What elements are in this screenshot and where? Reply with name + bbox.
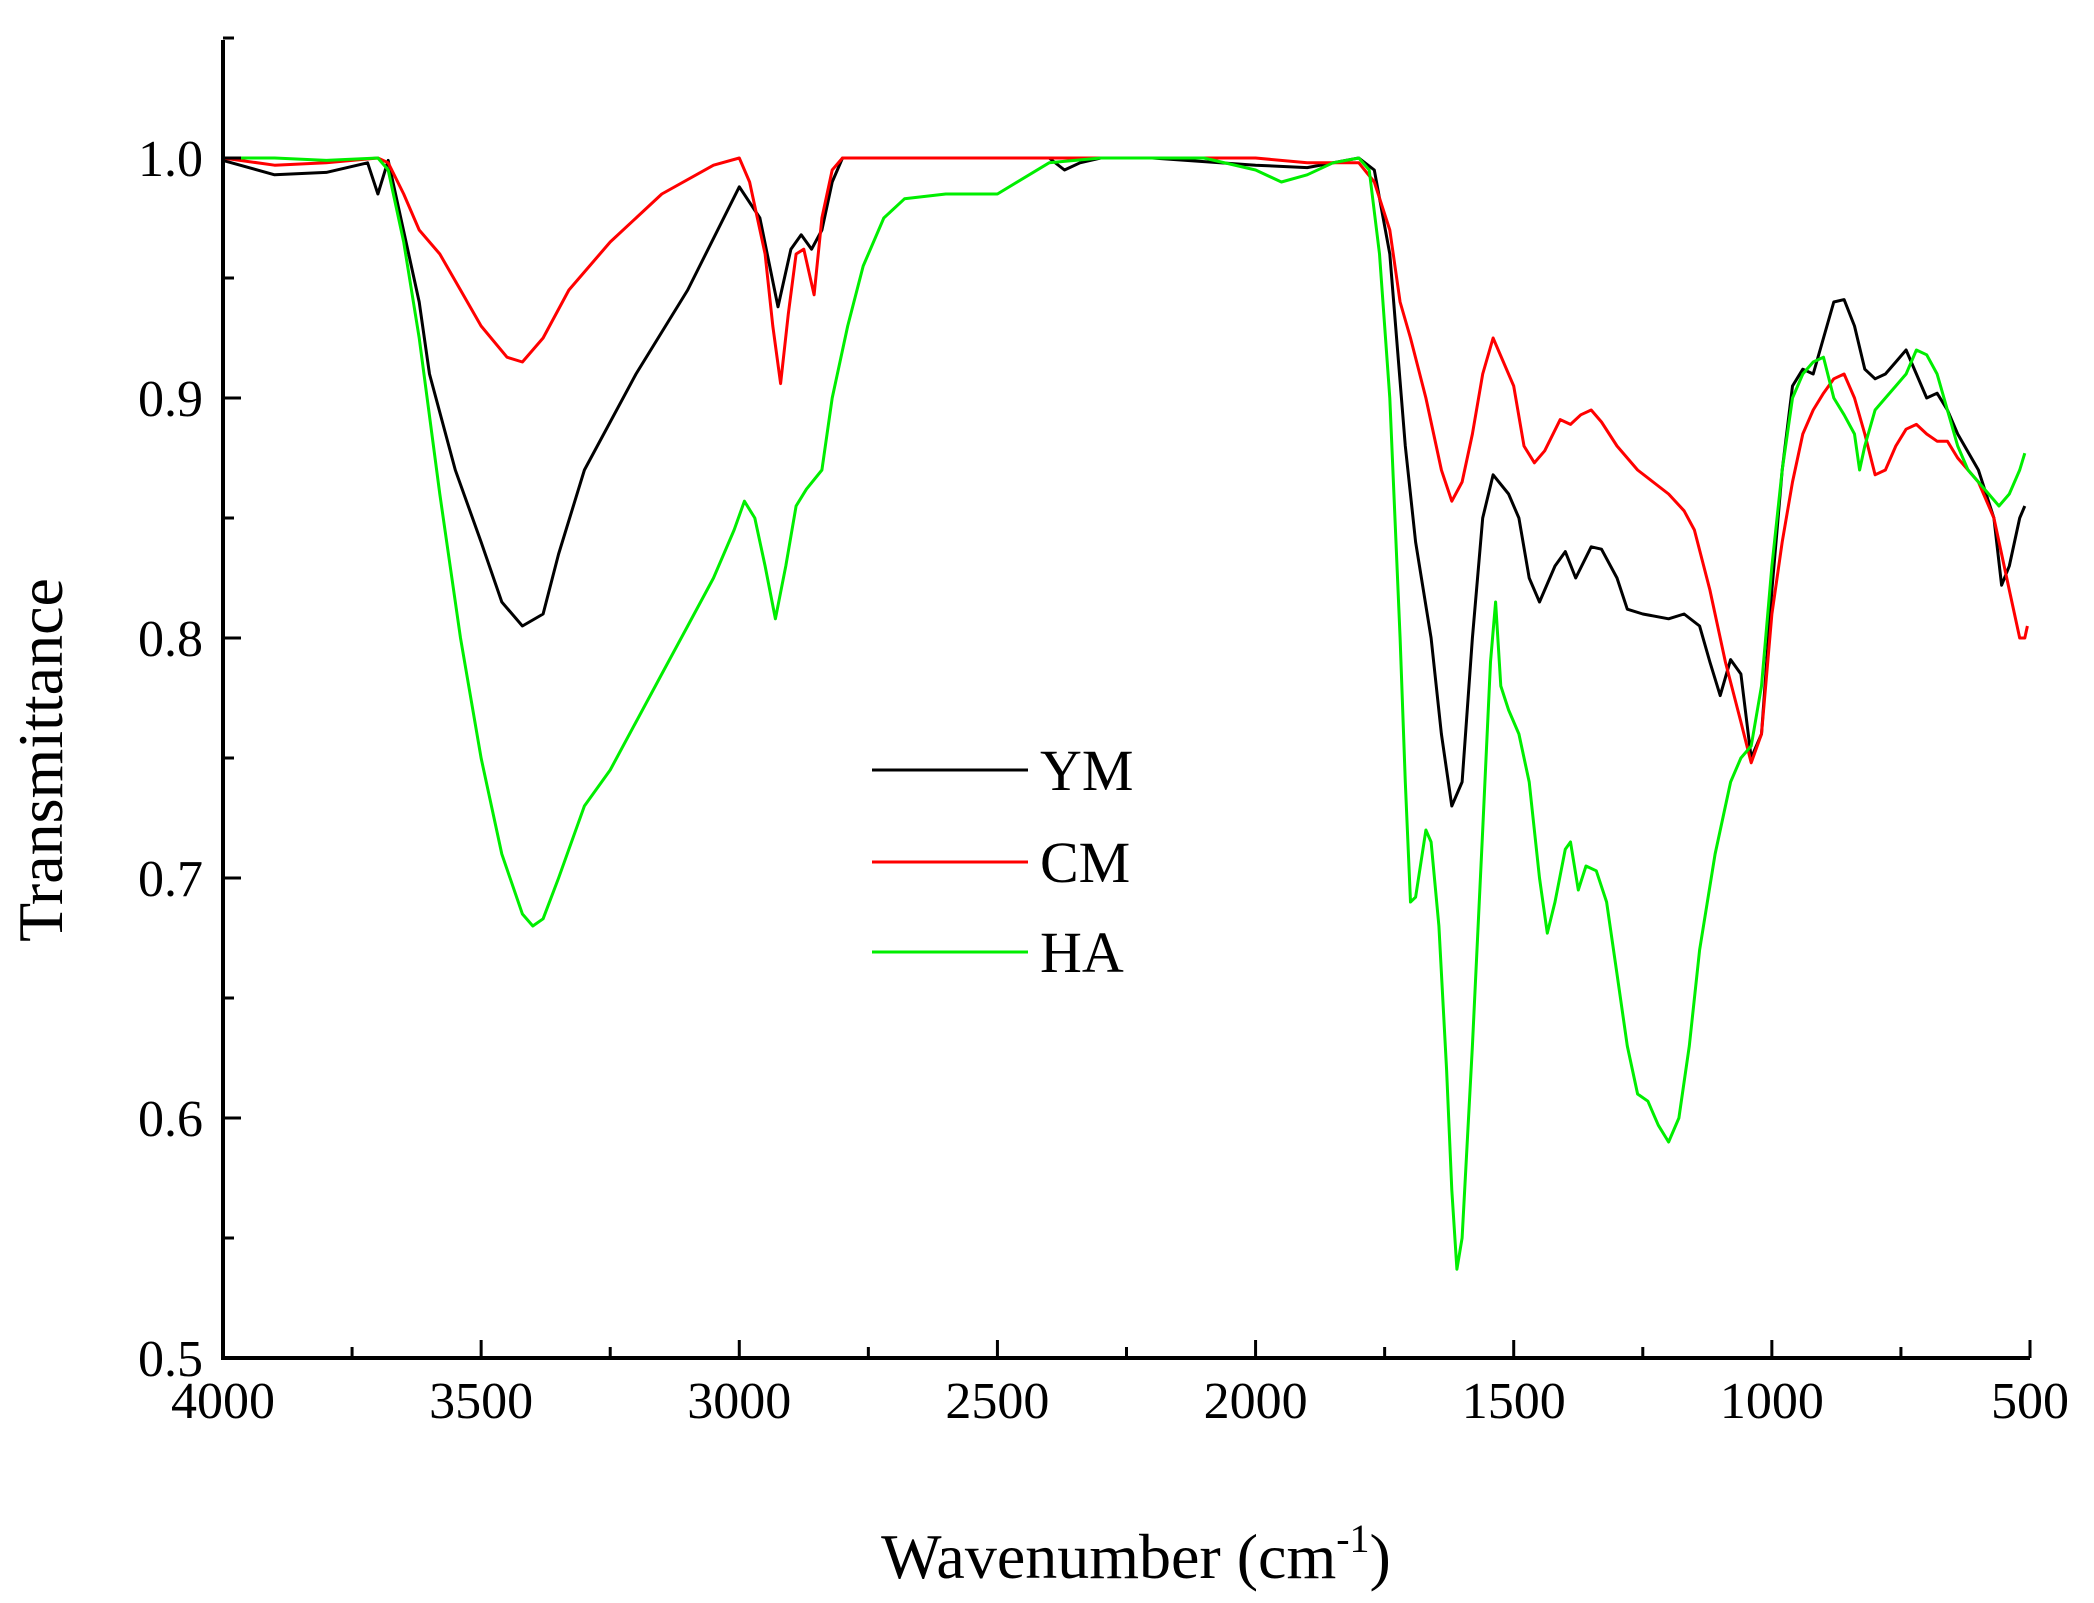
x-axis-title: Wavenumber (cm-1) [881,1516,1391,1592]
x-tick-label: 4000 [171,1373,275,1430]
y-tick-label: 0.6 [138,1091,203,1148]
x-tick-label: 3500 [429,1373,533,1430]
legend-label-ym: YM [1040,738,1133,803]
x-axis-title-suffix: ) [1370,1521,1391,1592]
x-axis-title-main: Wavenumber (cm [881,1521,1336,1592]
y-tick-label: 1.0 [138,131,203,188]
x-tick-label: 1000 [1720,1373,1824,1430]
ticks: 0.5 0.6 0.7 0.8 0.9 1.0 4000 3500 3000 2500 2000 15… [138,36,2069,1430]
y-tick-label: 0.7 [138,851,203,908]
series-line-ym [222,156,2027,808]
legend: YM CM HA [872,738,1133,985]
x-tick-label: 500 [1991,1373,2069,1430]
series-line-ha [223,156,2027,1271]
x-tick-label: 1500 [1462,1373,1566,1430]
x-tick-label: 3000 [687,1373,791,1430]
series-line-cm [222,156,2029,765]
y-tick-label: 0.8 [138,611,203,668]
y-tick-label: 0.9 [138,371,203,428]
x-tick-label: 2500 [945,1373,1049,1430]
legend-label-ha: HA [1040,920,1124,985]
y-tick-label: 0.5 [138,1331,203,1388]
plot-lines [222,156,2029,1271]
legend-label-cm: CM [1040,830,1130,895]
y-axis-title: Transmittance [5,578,76,942]
x-tick-label: 2000 [1204,1373,1308,1430]
x-axis-title-superscript: -1 [1336,1516,1369,1561]
